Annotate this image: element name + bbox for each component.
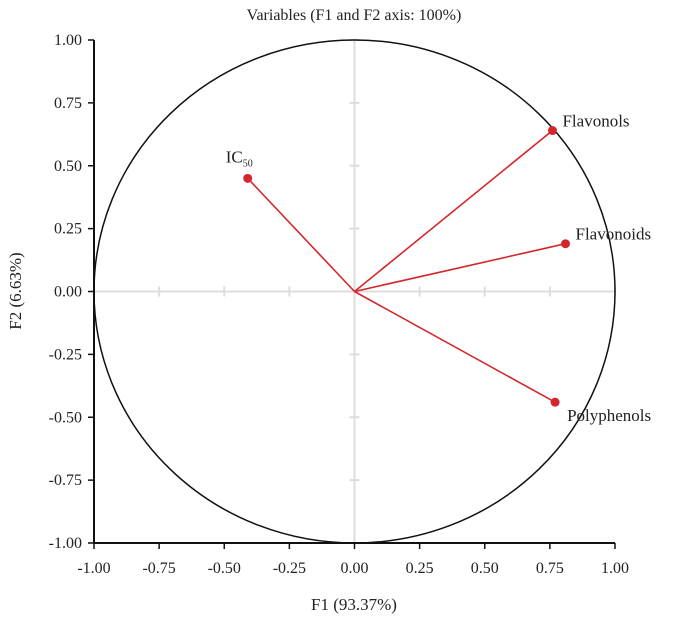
y-tick-label: 0.75: [54, 95, 82, 112]
point-flavonols: [547, 126, 557, 136]
y-axis-label: F2 (6.63%): [6, 252, 25, 329]
vector-flavonoids: [354, 242, 566, 293]
x-tick-label: 0.50: [471, 560, 499, 577]
x-tick-label: -1.00: [77, 560, 110, 577]
y-tick-label: -0.25: [49, 346, 82, 363]
vector-flavonols: [353, 129, 553, 293]
y-tick-label: 0.50: [54, 158, 82, 175]
y-tick-label: -0.50: [49, 409, 82, 426]
x-tick-label: -0.25: [273, 560, 306, 577]
point-flavonoids: [561, 239, 571, 249]
x-axis-label: F1 (93.37%): [311, 595, 397, 614]
point-label: Flavonoids: [576, 225, 652, 244]
y-tick-label: -1.00: [49, 535, 82, 552]
x-tick-label: 1.00: [601, 560, 629, 577]
y-tick-label: 0.00: [54, 284, 82, 301]
point-polyphenols: [550, 397, 560, 407]
x-tick-label: -0.75: [142, 560, 175, 577]
x-tick-label: -0.50: [208, 560, 241, 577]
point-ic: [243, 173, 253, 183]
x-tick-label: 0.25: [406, 560, 434, 577]
y-tick-label: -0.75: [49, 472, 82, 489]
y-tick-label: 1.00: [54, 32, 82, 49]
point-label: Flavonols: [562, 112, 629, 131]
point-label: Polyphenols: [567, 406, 651, 425]
x-tick-label: 0.75: [536, 560, 564, 577]
vector-ic: [247, 177, 356, 293]
y-tick-label: 0.25: [54, 221, 82, 238]
vector-polyphenols: [354, 290, 556, 403]
chart-title: Variables (F1 and F2 axis: 100%): [247, 7, 462, 24]
point-label: IC50: [226, 147, 253, 169]
x-tick-label: 0.00: [341, 560, 369, 577]
